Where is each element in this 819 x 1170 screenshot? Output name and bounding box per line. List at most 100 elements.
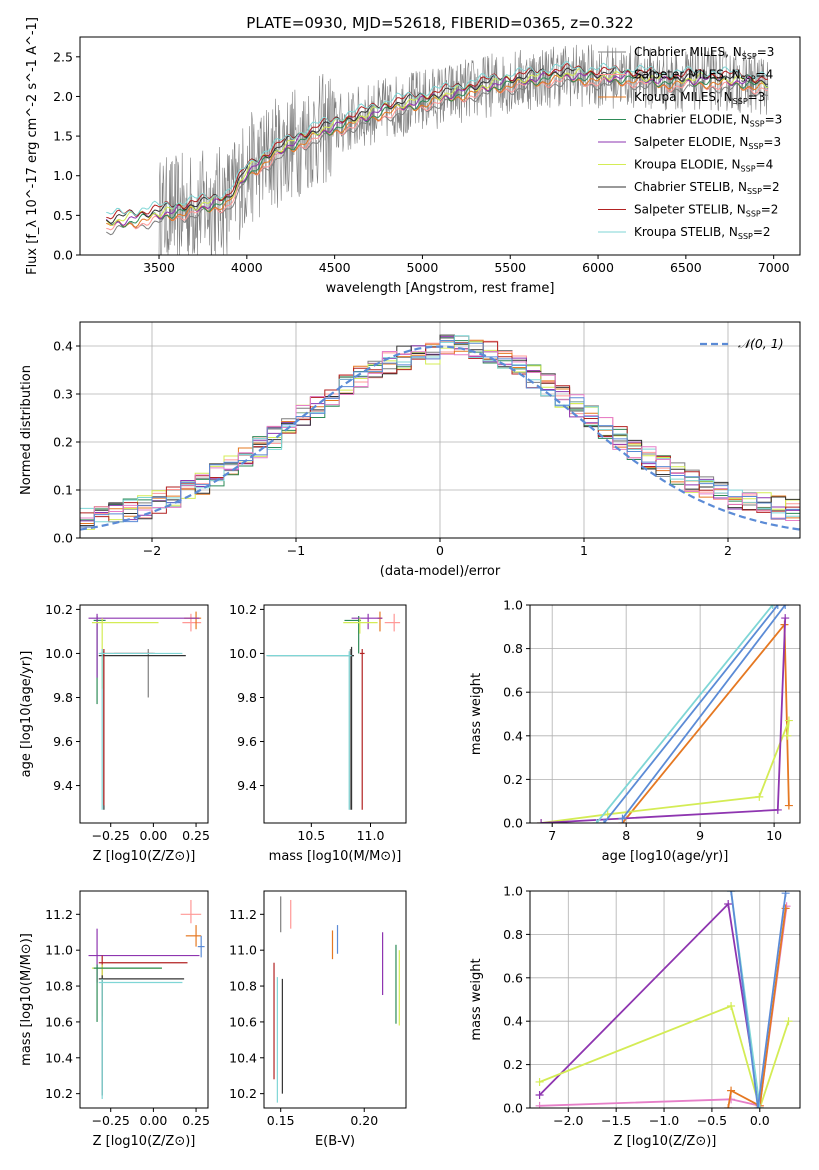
x-tick-label: −1 — [287, 543, 305, 558]
plus-marker — [537, 819, 546, 823]
y-tick-label: 0.2 — [503, 772, 523, 787]
age-vs-mass-panel: 10.5 11.0 9.4 9.6 9.8 10.0 10.2 mass [log10(M/M… — [229, 602, 407, 864]
plus-marker — [781, 891, 790, 898]
mass-weight-line — [621, 605, 786, 820]
histogram-step — [80, 340, 800, 528]
y-tick-label: 10.2 — [45, 1086, 73, 1101]
plus-marker — [592, 819, 601, 823]
y-tick-label: 2.0 — [53, 89, 73, 104]
mass-weight-line — [539, 1004, 790, 1108]
y-tick-label: 10.2 — [229, 1086, 257, 1101]
x-tick-label: 5500 — [494, 260, 526, 275]
plus-marker — [727, 1086, 736, 1095]
plot-area — [105, 44, 769, 255]
plot-area — [266, 611, 401, 810]
y-tick-label: 10.0 — [229, 646, 257, 661]
plus-marker — [724, 1104, 733, 1108]
y-tick-label: 10.8 — [45, 979, 73, 994]
x-axis-label: Z [log10(Z/Z⊙)] — [614, 1134, 717, 1149]
x-tick-label: −0.5 — [697, 1113, 727, 1128]
plus-marker — [618, 814, 627, 823]
mass-weight-line — [727, 908, 787, 1108]
y-tick-label: 10.2 — [45, 602, 73, 617]
y-tick-label: 1.0 — [503, 884, 523, 899]
y-axis-label: mass weight — [469, 673, 484, 755]
figure-title: PLATE=0930, MJD=52618, FIBERID=0365, z=0… — [246, 14, 633, 32]
axes-frame — [79, 890, 209, 1109]
y-tick-label: 0.0 — [503, 1101, 523, 1116]
y-tick-label: 1.5 — [53, 129, 73, 144]
plus-marker — [755, 792, 764, 801]
plus-marker — [535, 1077, 544, 1086]
y-tick-label: 11.0 — [229, 943, 257, 958]
x-tick-label: −1.0 — [649, 1113, 679, 1128]
plus-marker — [535, 1101, 544, 1108]
x-tick-label: 11.0 — [357, 828, 385, 843]
plus-marker — [773, 605, 782, 609]
y-tick-label: 0.8 — [503, 927, 523, 942]
mass-vs-extinction-panel: 0.15 0.20 10.2 10.4 10.6 10.8 11.0 11.2 E(B-V) — [229, 890, 407, 1149]
x-tick-label: 3500 — [143, 260, 175, 275]
mass-weight-line — [603, 605, 779, 823]
y-axis-label: age [log10(age/yr)] — [19, 651, 34, 778]
x-tick-label: 0.25 — [182, 828, 210, 843]
x-tick-label: −1.5 — [601, 1113, 631, 1128]
mass-vs-metallicity-panel: −0.25 0.00 0.25 10.2 10.4 10.6 10.8 11.0 11.2 Z [… — [19, 890, 210, 1149]
y-axis-label: mass weight — [469, 958, 484, 1040]
plot-area — [535, 891, 793, 1108]
spectrum-data-line — [158, 44, 769, 255]
x-axis-label: mass [log10(M/M⊙)] — [269, 849, 402, 864]
plus-marker — [773, 805, 782, 814]
x-tick-label: 0.20 — [350, 1113, 378, 1128]
y-tick-label: 1.0 — [53, 168, 73, 183]
y-tick-label: 0.6 — [503, 970, 523, 985]
y-tick-label: 9.8 — [53, 690, 73, 705]
mass-weight-line — [595, 605, 774, 823]
x-tick-label: 9 — [696, 828, 704, 843]
axes-frame — [263, 604, 407, 824]
y-tick-label: 11.0 — [45, 943, 73, 958]
mass-weight-line — [621, 622, 790, 823]
x-tick-label: 6500 — [670, 260, 702, 275]
plus-marker — [783, 731, 792, 740]
spectrum-panel: 3500 4000 4500 5000 5500 6000 6500 7000 0.0 0.5 1.… — [25, 17, 801, 296]
x-tick-label: 4500 — [319, 260, 351, 275]
y-tick-label: 0.1 — [53, 483, 73, 498]
model-line-kroupa-stelib — [106, 60, 769, 217]
y-tick-label: 9.8 — [237, 690, 257, 705]
legend-label: Chabrier MILES, NSSP=3 — [634, 45, 774, 61]
spectrum-legend: Chabrier MILES, NSSP=3 Salpeter MILES, NS… — [598, 45, 782, 241]
y-tick-label: 1.0 — [503, 598, 523, 613]
y-tick-label: 2.5 — [53, 49, 73, 64]
plus-marker — [781, 605, 790, 609]
x-tick-label: 5000 — [407, 260, 439, 275]
y-tick-label: 0.5 — [53, 208, 73, 223]
y-tick-label: 11.2 — [45, 907, 73, 922]
legend-label: Chabrier ELODIE, NSSP=3 — [634, 113, 782, 129]
y-tick-label: 10.8 — [229, 979, 257, 994]
mass-weight-line — [730, 891, 787, 1108]
x-tick-label: 0.0 — [750, 1113, 770, 1128]
y-tick-label: 10.2 — [229, 602, 257, 617]
x-tick-label: 10.5 — [297, 828, 325, 843]
plus-marker — [781, 614, 790, 623]
x-tick-label: 0.25 — [182, 1113, 210, 1128]
x-tick-label: 1 — [580, 543, 588, 558]
legend-label: Salpeter STELIB, NSSP=2 — [634, 203, 778, 219]
y-axis-label: Normed distribution — [19, 365, 34, 495]
y-tick-label: 0.3 — [53, 387, 73, 402]
x-tick-label: 0 — [436, 543, 444, 558]
x-axis-label: (data-model)/error — [380, 564, 501, 579]
age-vs-metallicity-panel: −0.25 0.00 0.25 9.4 9.6 9.8 10.0 10.2 Z [log10(Z… — [19, 602, 210, 864]
y-tick-label: 0.8 — [503, 641, 523, 656]
plot-area — [537, 605, 793, 823]
y-tick-label: 0.0 — [503, 816, 523, 831]
mass-weight-vs-age-panel: 7 8 9 10 0.0 0.2 0.4 0.6 0.8 1.0 age [log10(age/yr… — [469, 598, 801, 864]
mass-weight-vs-metallicity-panel: −2.0 −1.5 −1.0 −0.5 0.0 0.0 0.2 0.4 0.6 0.8 1.0 Z [… — [469, 884, 801, 1149]
y-tick-label: 9.4 — [53, 778, 73, 793]
legend-label: Salpeter ELODIE, NSSP=3 — [634, 135, 781, 151]
y-tick-label: 0.4 — [53, 339, 73, 354]
x-axis-label: Z [log10(Z/Z⊙)] — [93, 849, 196, 864]
x-tick-label: 7 — [548, 828, 556, 843]
